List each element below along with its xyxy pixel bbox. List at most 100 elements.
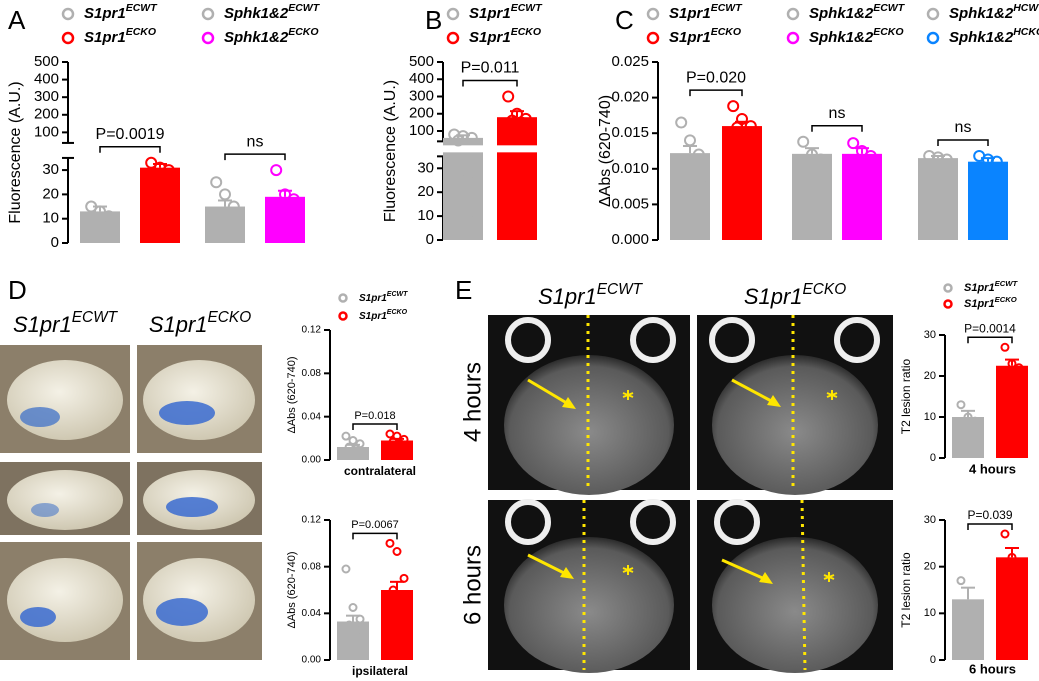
legend-label: S1pr1ECKO: [84, 26, 156, 46]
data-point: [1007, 359, 1017, 369]
y-tick-label: 500: [409, 53, 434, 70]
legend-marker: [926, 7, 940, 21]
data-point: [351, 450, 361, 460]
significance-label: ns: [829, 105, 846, 122]
data-point: [291, 202, 304, 215]
data-point: [162, 164, 175, 177]
bar: [918, 158, 958, 240]
label-name: S1pr1: [13, 312, 72, 337]
label-name: S1pr1: [964, 298, 995, 310]
data-point: [959, 420, 969, 430]
label-name: Sphk1&2: [809, 29, 874, 46]
image-column-label: S1pr1ECKO: [149, 309, 251, 337]
data-point: [85, 200, 98, 213]
legend-label: S1pr1ECWT: [964, 279, 1019, 294]
legend-marker: [201, 7, 215, 21]
data-point: [388, 585, 398, 595]
y-tick-label: 0.12: [302, 515, 322, 526]
panel-label: A: [8, 5, 26, 35]
data-point: [348, 436, 358, 445]
label-sup: ECKO: [711, 26, 741, 38]
label-sup: ECWT: [387, 291, 408, 298]
legend-label: S1pr1ECKO: [964, 295, 1017, 310]
significance-bracket: [462, 79, 518, 87]
y-tick-label: 300: [409, 87, 434, 104]
brain-photos: [0, 345, 262, 660]
panel-label: C: [615, 5, 634, 35]
y-axis-label: Fluorescence (A.U.): [7, 81, 24, 223]
label-name: S1pr1: [744, 284, 803, 309]
bar: [140, 167, 180, 243]
label-name: Sphk1&2: [949, 29, 1014, 46]
y-axis-label: T2 lesion ratio: [899, 358, 913, 434]
data-point: [970, 416, 980, 426]
data-point: [145, 156, 158, 169]
data-point: [351, 638, 361, 647]
significance-bracket: [352, 423, 398, 430]
label-sup: HCWT: [1013, 2, 1039, 14]
label-sup: ECWT: [711, 2, 743, 14]
data-point: [970, 613, 980, 623]
data-point: [358, 446, 368, 456]
data-point: [692, 148, 705, 161]
legend-label: S1pr1ECWT: [469, 2, 543, 22]
data-point: [940, 153, 953, 166]
data-point: [227, 200, 240, 213]
data-point: [1000, 529, 1010, 539]
label-sup: ECKO: [288, 26, 318, 38]
panel-label: D: [8, 275, 27, 305]
y-tick-label: 10: [924, 607, 936, 619]
legend-marker: [201, 31, 215, 45]
panel-label: E: [455, 275, 472, 305]
data-point: [847, 137, 860, 150]
legend-label: Sphk1&2ECWT: [809, 2, 906, 22]
y-tick-label: 0.025: [611, 53, 649, 70]
label-name: S1pr1: [538, 284, 597, 309]
label-sup: ECKO: [387, 309, 408, 316]
panel-label: B: [425, 5, 442, 35]
label-name: S1pr1: [84, 5, 126, 22]
data-point: [688, 166, 700, 179]
data-point: [956, 400, 966, 410]
data-point: [923, 149, 936, 162]
y-tick-label: 10: [42, 210, 59, 227]
y-tick-label: 20: [924, 561, 936, 573]
data-point: [1003, 375, 1013, 385]
data-point: [1014, 363, 1024, 373]
image-column-label: S1pr1ECWT: [538, 281, 644, 309]
bar: [968, 161, 1008, 240]
label-sup: ECKO: [208, 309, 252, 326]
significance-label: P=0.0019: [96, 126, 165, 143]
data-point: [341, 431, 351, 441]
data-point: [1000, 342, 1010, 352]
data-point: [344, 632, 354, 642]
x-axis-label: 6 hours: [969, 661, 1016, 676]
bar: [497, 117, 537, 240]
significance-bracket: [224, 153, 286, 161]
y-tick-label: 400: [34, 71, 59, 88]
significance-bracket: [967, 523, 1013, 530]
significance-label: ns: [955, 119, 972, 136]
y-tick-label: 0.00: [302, 455, 322, 466]
label-sup: ECKO: [511, 26, 541, 38]
error-bar: [1005, 547, 1019, 558]
legend-label: Sphk1&2ECWT: [224, 2, 321, 22]
label-name: S1pr1: [669, 5, 711, 22]
data-point: [806, 148, 818, 161]
label-sup: ECWT: [511, 2, 543, 14]
data-point: [797, 135, 810, 148]
legend-marker: [61, 7, 75, 21]
significance-bracket: [352, 532, 398, 540]
significance-bracket: [967, 336, 1013, 344]
y-tick-label: 0: [426, 231, 434, 248]
data-point: [392, 547, 402, 556]
data-point: [990, 155, 1003, 168]
y-tick-label: 0.00: [302, 655, 322, 666]
data-point: [740, 127, 752, 140]
y-tick-label: 20: [42, 185, 59, 202]
data-point: [1003, 576, 1013, 586]
data-point: [210, 176, 223, 189]
bar: [381, 440, 413, 460]
y-tick-label: 0.08: [302, 561, 322, 572]
